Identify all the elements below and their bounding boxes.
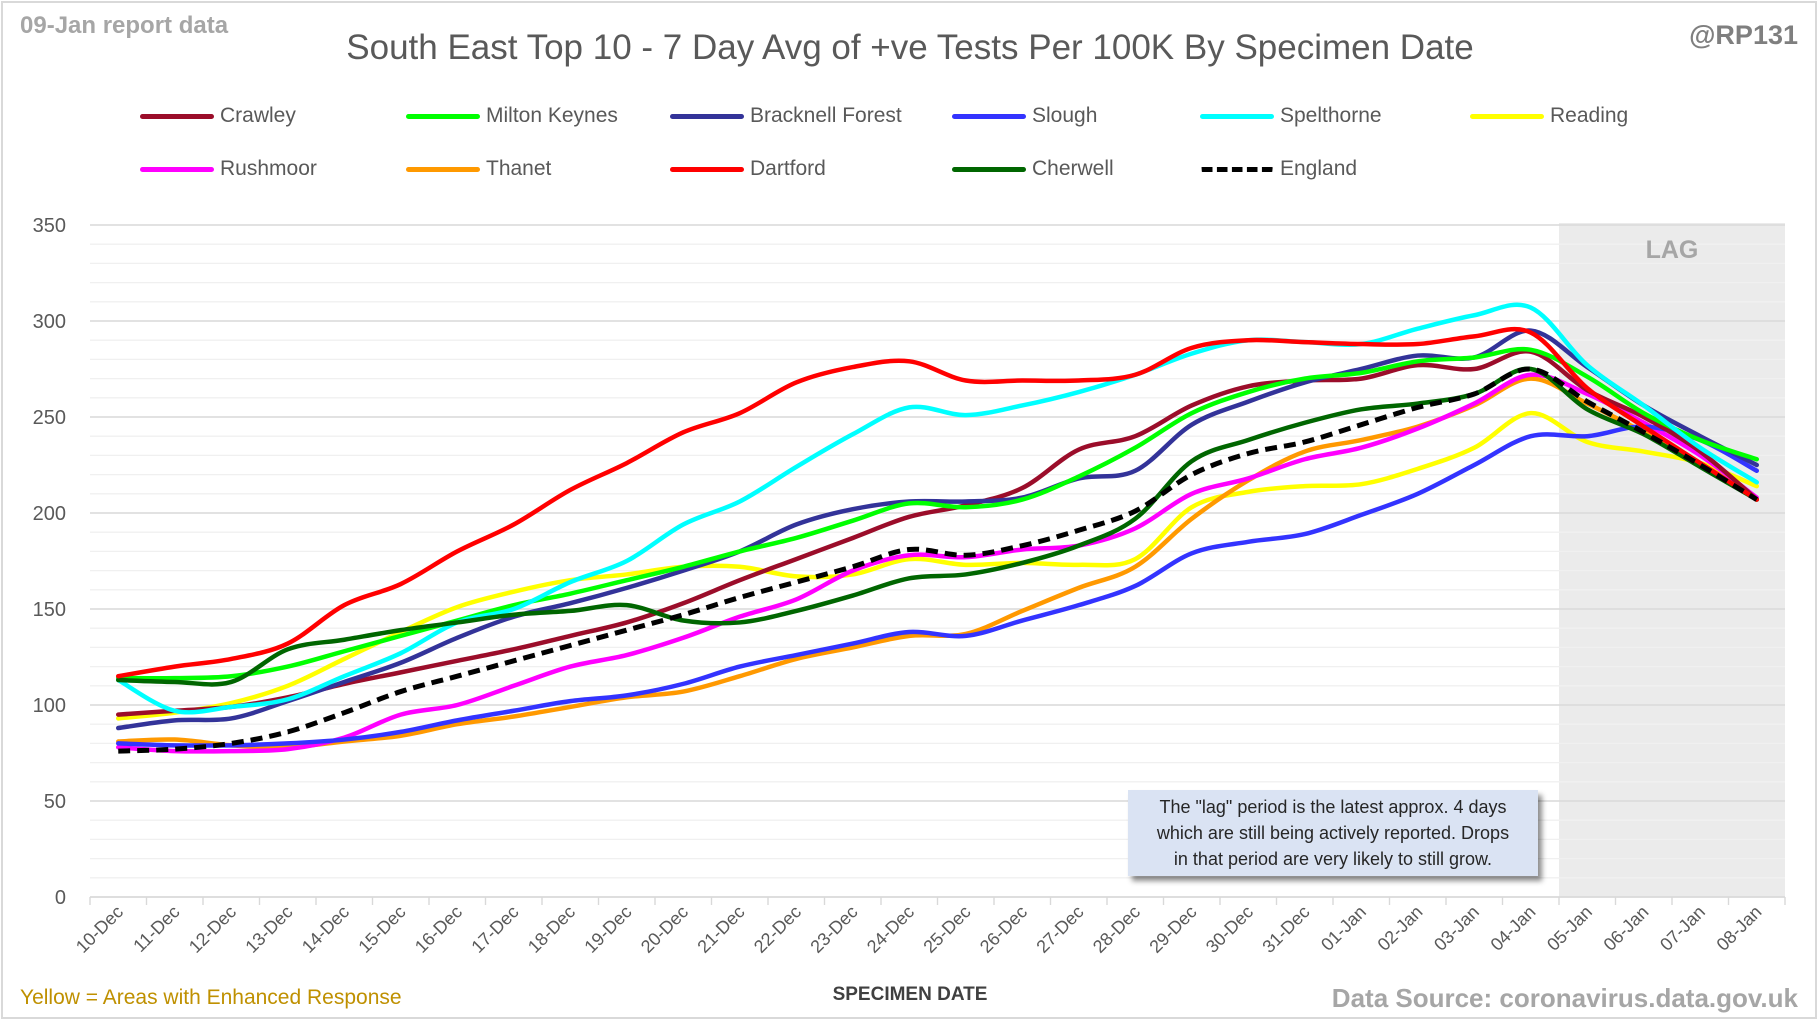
x-tick-label: 21-Dec — [693, 902, 748, 957]
enhanced-response-note: Yellow = Areas with Enhanced Response — [20, 986, 402, 1009]
x-tick-label: 27-Dec — [1032, 902, 1087, 957]
x-tick-label: 26-Dec — [976, 902, 1031, 957]
legend-swatch — [952, 113, 1026, 119]
legend-item-cherwell: Cherwell — [952, 157, 1114, 181]
note-line: in that period are very likely to still … — [1173, 849, 1493, 869]
x-tick-label: 22-Dec — [750, 902, 805, 957]
note-line: which are still being actively reported.… — [1156, 823, 1510, 843]
series-line-rushmoor — [116, 372, 1759, 754]
y-tick-label: 100 — [33, 695, 66, 717]
series-line-dartford — [116, 326, 1759, 679]
lag-explanation-note: The "lag" period is the latest approx. 4… — [1128, 790, 1538, 876]
x-tick-label: 02-Jan — [1374, 902, 1427, 955]
x-tick-label: 13-Dec — [241, 902, 296, 957]
x-tick-label: 04-Jan — [1487, 902, 1540, 955]
series-line-reading — [116, 410, 1759, 721]
chart-title: South East Top 10 - 7 Day Avg of +ve Tes… — [346, 28, 1474, 67]
x-tick-label: 12-Dec — [185, 902, 240, 957]
x-tick-label: 24-Dec — [863, 902, 918, 957]
legend-item-dartford: Dartford — [670, 157, 826, 181]
legend-label: Cherwell — [1032, 157, 1114, 180]
legend: Crawley Milton Keynes Bracknell Forest Slou… — [140, 104, 1700, 214]
y-tick-label: 150 — [33, 599, 66, 621]
legend-item-thanet: Thanet — [406, 157, 551, 181]
y-tick-label: 350 — [33, 215, 66, 237]
report-date-label: 09-Jan report data — [20, 12, 229, 39]
series-line-bracknell-forest — [116, 328, 1759, 731]
y-tick-label: 300 — [33, 311, 66, 333]
legend-label: Reading — [1550, 104, 1629, 127]
legend-label: Dartford — [750, 157, 826, 180]
legend-item-reading: Reading — [1470, 104, 1628, 128]
legend-label: England — [1280, 157, 1358, 180]
series-line-crawley — [116, 349, 1759, 717]
x-tick-label: 11-Dec — [129, 902, 183, 956]
y-tick-label: 50 — [44, 791, 66, 813]
series-line-cherwell — [116, 366, 1759, 687]
series-line-spelthorne — [116, 302, 1759, 715]
x-tick-label: 10-Dec — [72, 902, 127, 957]
legend-swatch — [140, 166, 214, 172]
legend-label: Slough — [1032, 104, 1098, 127]
x-tick-label: 06-Jan — [1600, 902, 1653, 955]
legend-label: Spelthorne — [1280, 104, 1382, 127]
legend-label: Milton Keynes — [486, 104, 618, 127]
x-tick-label: 19-Dec — [580, 902, 635, 957]
legend-item-milton-keynes: Milton Keynes — [406, 104, 618, 128]
x-tick-label: 07-Jan — [1656, 902, 1709, 955]
data-source: Data Source: coronavirus.data.gov.uk — [1331, 983, 1798, 1013]
legend-swatch — [406, 113, 480, 119]
y-tick-label: 0 — [55, 887, 66, 909]
note-line: The "lag" period is the latest approx. 4… — [1159, 797, 1507, 817]
legend-item-crawley: Crawley — [140, 104, 296, 128]
legend-swatch — [1200, 166, 1274, 172]
legend-label: Rushmoor — [220, 157, 317, 180]
legend-label: Thanet — [486, 157, 552, 180]
legend-swatch — [406, 166, 480, 172]
x-tick-label: 08-Jan — [1713, 902, 1766, 955]
x-tick-label: 30-Dec — [1202, 902, 1257, 957]
x-tick-label: 25-Dec — [919, 902, 974, 957]
x-tick-label: 23-Dec — [806, 902, 861, 957]
series-line-england — [118, 366, 1759, 754]
series-line-slough — [116, 424, 1759, 748]
x-tick-label: 28-Dec — [1089, 902, 1144, 957]
legend-swatch — [140, 113, 214, 119]
y-tick-label: 200 — [33, 503, 66, 525]
legend-swatch — [670, 166, 744, 172]
x-tick-label: 18-Dec — [524, 902, 579, 957]
x-tick-label: 17-Dec — [467, 902, 522, 957]
x-axis-title: SPECIMEN DATE — [832, 984, 988, 1005]
legend-label: Crawley — [220, 104, 296, 127]
x-tick-label: 20-Dec — [637, 902, 692, 957]
legend-swatch — [1200, 113, 1274, 119]
x-tick-label: 01-Jan — [1317, 902, 1370, 955]
y-tick-label: 250 — [33, 407, 66, 429]
legend-swatch — [1470, 113, 1544, 119]
x-tick-label: 05-Jan — [1543, 902, 1596, 955]
legend-item-spelthorne: Spelthorne — [1200, 104, 1382, 128]
lag-label: LAG — [1646, 236, 1699, 264]
legend-label: Bracknell Forest — [750, 104, 902, 127]
author-handle: @RP131 — [1689, 20, 1798, 50]
legend-item-rushmoor: Rushmoor — [140, 157, 317, 181]
x-tick-label: 16-Dec — [411, 902, 466, 957]
x-tick-label: 03-Jan — [1430, 902, 1483, 955]
x-tick-label: 14-Dec — [298, 902, 353, 957]
legend-item-england: England — [1200, 157, 1357, 181]
legend-swatch — [670, 113, 744, 119]
x-tick-label: 29-Dec — [1145, 902, 1200, 957]
legend-swatch — [952, 166, 1026, 172]
x-tick-label: 15-Dec — [354, 902, 409, 957]
lag-region — [1559, 223, 1785, 897]
legend-item-slough: Slough — [952, 104, 1097, 128]
series-line-milton-keynes — [116, 346, 1759, 681]
x-tick-label: 31-Dec — [1258, 902, 1313, 957]
legend-item-bracknell-forest: Bracknell Forest — [670, 104, 902, 128]
